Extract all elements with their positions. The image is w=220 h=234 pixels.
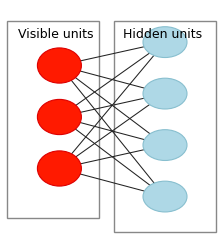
Ellipse shape — [143, 130, 187, 161]
Bar — [114, 21, 216, 232]
Ellipse shape — [37, 48, 81, 83]
Ellipse shape — [143, 181, 187, 212]
Ellipse shape — [143, 27, 187, 58]
Ellipse shape — [143, 78, 187, 109]
Text: Visible units: Visible units — [18, 28, 93, 41]
Ellipse shape — [37, 151, 81, 186]
Bar — [7, 21, 99, 218]
Text: Hidden units: Hidden units — [123, 28, 202, 41]
Ellipse shape — [37, 99, 81, 135]
